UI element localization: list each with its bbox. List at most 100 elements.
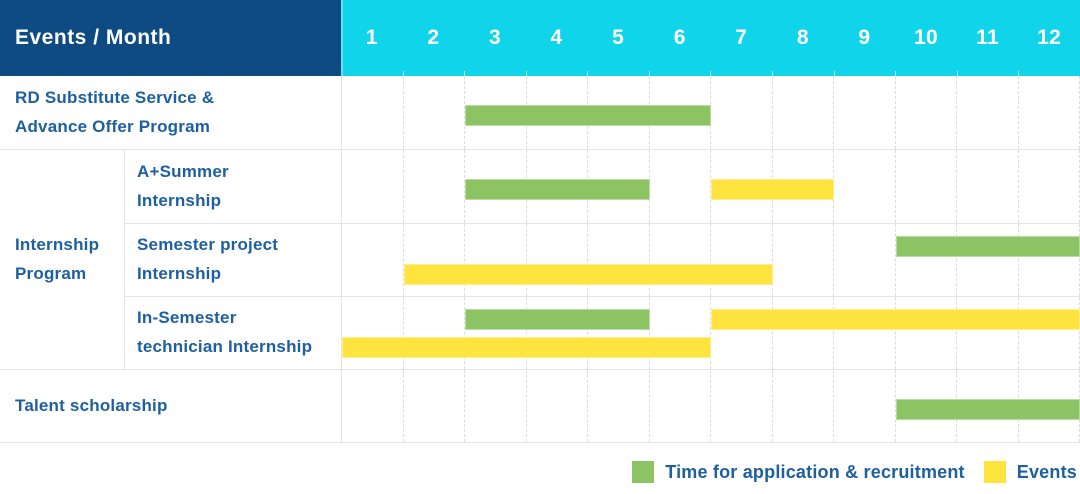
corner-header-cell: Events / Month xyxy=(0,0,341,76)
month-grid-cell xyxy=(650,370,711,442)
month-grid-cell xyxy=(650,150,711,223)
month-grid-cell xyxy=(342,76,404,149)
month-tick-12: 12 xyxy=(1018,0,1080,76)
header-row: Events / Month 1 2 3 4 5 6 7 8 9 10 11 12 xyxy=(0,0,1080,76)
row-label-line: Internship xyxy=(137,190,222,210)
month-grid-cell xyxy=(773,297,834,369)
month-grid-cell xyxy=(834,297,896,369)
month-grid-cell xyxy=(896,76,957,149)
month-grid-cell xyxy=(527,297,588,369)
month-grid-cell xyxy=(1019,297,1080,369)
legend: Time for application & recruitment Event… xyxy=(632,461,1077,483)
month-grid-cell xyxy=(896,297,957,369)
month-grid-cell xyxy=(896,224,957,296)
row-timeline xyxy=(341,150,1080,223)
application-color-swatch xyxy=(632,461,655,483)
event-color-swatch xyxy=(983,461,1006,483)
application-recruitment-bar xyxy=(895,399,1080,420)
month-tick-3: 3 xyxy=(464,0,526,76)
month-grid-cell xyxy=(957,224,1019,296)
row-label: In-Semester technician Internship xyxy=(125,297,341,369)
row-a-plus-summer-internship: A+Summer Internship xyxy=(125,150,1080,223)
legend-item-application: Time for application & recruitment xyxy=(632,461,965,483)
month-grid-cell xyxy=(773,370,834,442)
month-grid-cell xyxy=(465,297,527,369)
row-label: Semester project Internship xyxy=(125,224,341,296)
month-grid-cell xyxy=(711,370,773,442)
month-grid-cell xyxy=(527,370,588,442)
month-grid-cell xyxy=(957,150,1019,223)
month-tick-2: 2 xyxy=(402,0,465,76)
row-label-line: Semester project xyxy=(137,235,279,255)
month-grid-cell xyxy=(465,370,527,442)
month-grid-cell xyxy=(588,370,650,442)
row-in-semester-technician-internship: In-Semester technician Internship xyxy=(125,296,1080,369)
corner-header-title: Events / Month xyxy=(15,26,172,49)
application-recruitment-bar xyxy=(465,179,650,200)
month-grid-cell xyxy=(588,224,650,296)
month-grid-cell xyxy=(342,150,404,223)
month-grid-cell xyxy=(650,297,711,369)
row-label: RD Substitute Service & Advance Offer Pro… xyxy=(0,76,341,149)
month-grid-cell xyxy=(773,224,834,296)
application-recruitment-bar xyxy=(465,309,650,330)
month-grid-cell xyxy=(711,297,773,369)
row-label-line: In-Semester xyxy=(137,308,237,328)
month-grid-cell xyxy=(834,224,896,296)
internship-program-group: Internship Program A+Summer Internship Sem… xyxy=(0,149,1080,369)
event-bar xyxy=(711,179,834,200)
month-grid-cell xyxy=(342,224,404,296)
group-label-line: Internship xyxy=(15,234,100,254)
group-label-internship-program: Internship Program xyxy=(0,150,124,369)
month-tick-11: 11 xyxy=(956,0,1019,76)
row-label-line: A+Summer xyxy=(137,161,229,181)
chart-body: RD Substitute Service & Advance Offer Pro… xyxy=(0,76,1080,443)
row-label-line: Advance Offer Program xyxy=(15,116,211,136)
month-tick-7: 7 xyxy=(710,0,772,76)
row-timeline xyxy=(341,297,1080,369)
month-tick-6: 6 xyxy=(648,0,711,76)
group-label-line: Program xyxy=(15,263,87,283)
application-recruitment-bar xyxy=(895,236,1080,257)
row-timeline xyxy=(341,224,1080,296)
row-label-line: Internship xyxy=(137,264,222,283)
month-grid-cell xyxy=(834,150,896,223)
month-tick-5: 5 xyxy=(587,0,649,76)
legend-label-events: Events xyxy=(1016,461,1077,482)
month-grid-cell xyxy=(711,224,773,296)
month-grid-cell xyxy=(1019,150,1080,223)
month-grid-cell xyxy=(773,76,834,149)
month-tick-10: 10 xyxy=(895,0,957,76)
event-bar xyxy=(342,337,711,358)
row-talent-scholarship: Talent scholarship xyxy=(0,369,1080,442)
month-grid-cell xyxy=(404,150,465,223)
internship-program-subrows: A+Summer Internship Semester project Inter… xyxy=(124,150,1080,369)
row-semester-project-internship: Semester project Internship xyxy=(125,223,1080,296)
application-recruitment-bar xyxy=(465,105,711,126)
row-timeline xyxy=(341,370,1080,442)
month-tick-4: 4 xyxy=(525,0,588,76)
month-tick-9: 9 xyxy=(833,0,896,76)
month-grid-cell xyxy=(834,76,896,149)
legend-label-application: Time for application & recruitment xyxy=(665,461,965,482)
month-grid-cell xyxy=(588,297,650,369)
row-label-line: RD Substitute Service & xyxy=(15,87,215,107)
month-grid-cell xyxy=(404,370,465,442)
month-grid-cell xyxy=(896,150,957,223)
row-timeline xyxy=(341,76,1080,149)
row-rd-substitute-service: RD Substitute Service & Advance Offer Pro… xyxy=(0,76,1080,149)
event-bar xyxy=(711,309,1080,330)
month-grid-cell xyxy=(465,224,527,296)
month-grid-cell xyxy=(404,76,465,149)
month-grid-cell xyxy=(404,224,465,296)
month-grid-cell xyxy=(404,297,465,369)
row-label-line: technician Internship xyxy=(137,337,313,356)
month-grid-cell xyxy=(711,76,773,149)
month-grid-cell xyxy=(342,297,404,369)
legend-item-events: Events xyxy=(983,461,1077,483)
month-grid-cell xyxy=(342,370,404,442)
month-header: 1 2 3 4 5 6 7 8 9 10 11 12 xyxy=(341,0,1080,76)
event-bar xyxy=(403,264,773,285)
month-grid-cell xyxy=(957,297,1019,369)
